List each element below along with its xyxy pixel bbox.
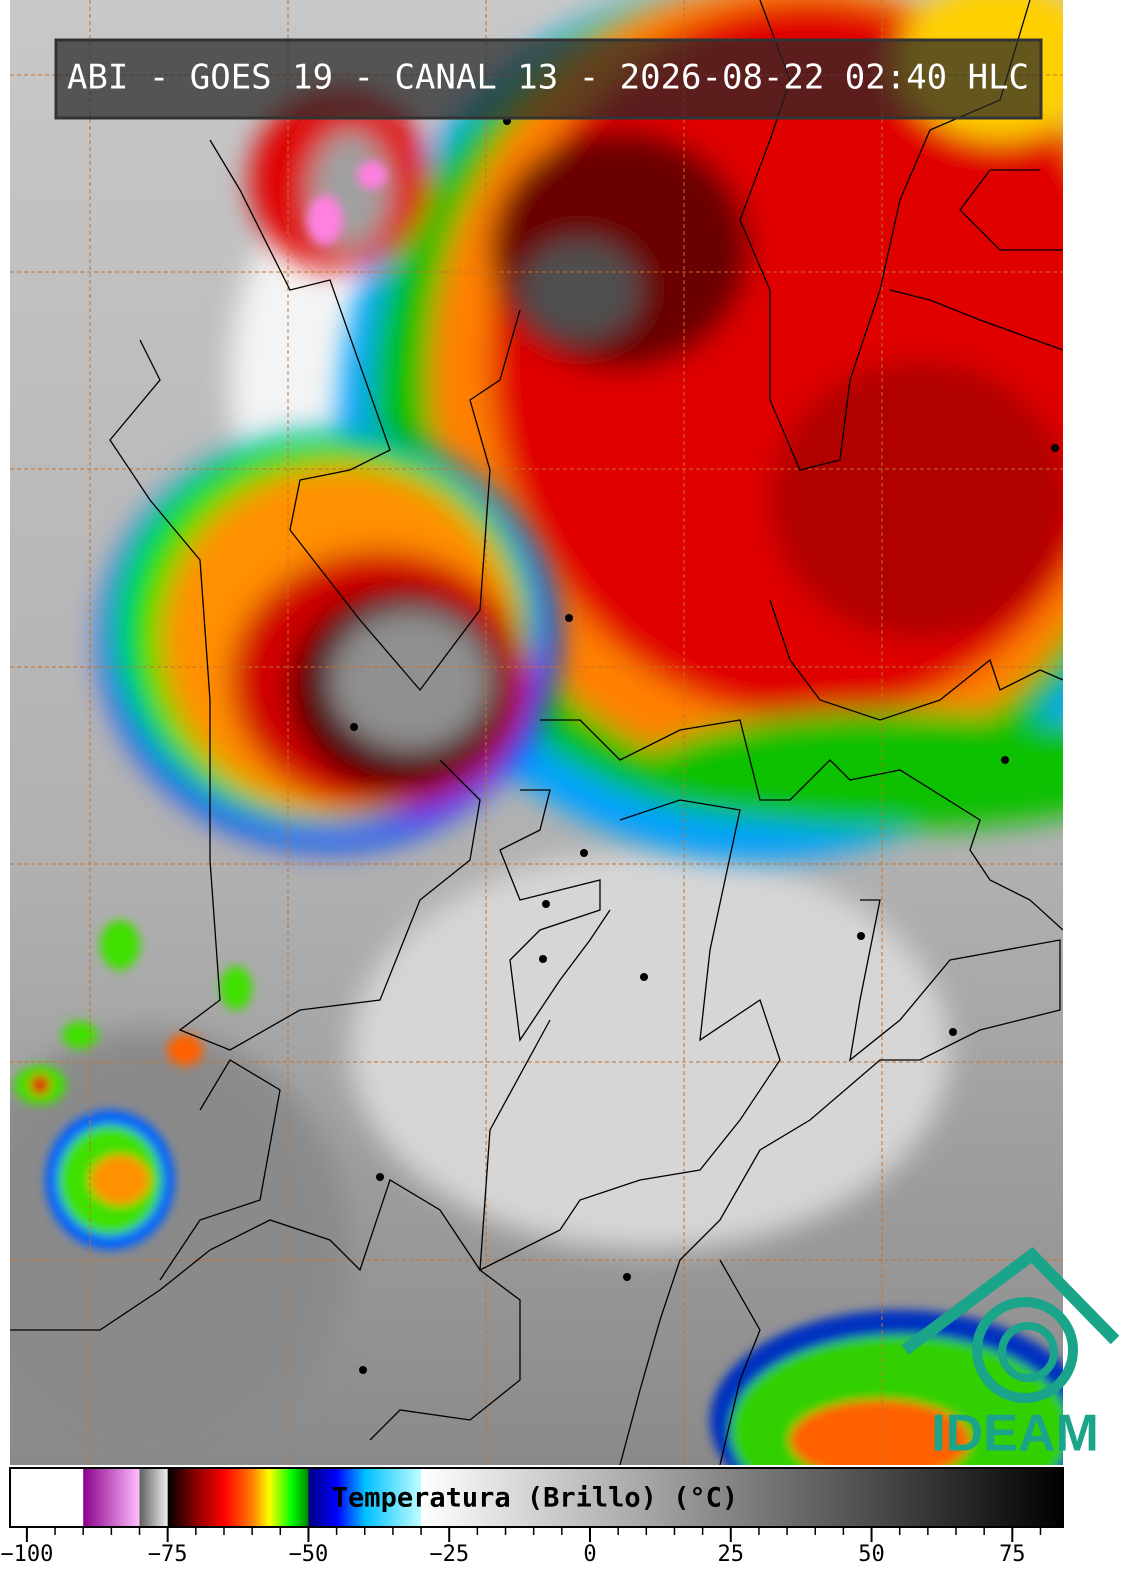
colorbar-label: Temperatura (Brillo) (°C) (332, 1483, 738, 1514)
colorbar-segment (269, 1468, 293, 1527)
satellite-image (10, 0, 1063, 1465)
tick-label: −25 (429, 1542, 469, 1567)
colorbar-segment (291, 1468, 309, 1527)
colorbar-segment (83, 1468, 141, 1527)
tick-label: 25 (718, 1542, 745, 1567)
tick-label: 75 (999, 1542, 1026, 1567)
colorbar-segment (336, 1468, 366, 1527)
colorbar-segment (421, 1468, 1064, 1527)
tick-label: −75 (148, 1542, 188, 1567)
colorbar-ticks: −100 −75 −50 −25 0 25 50 75 (0, 1527, 1042, 1567)
colorbar-segment (195, 1468, 225, 1527)
colorbar (10, 1468, 1064, 1527)
colorbar-segment (167, 1468, 197, 1527)
tick-label: 0 (583, 1542, 596, 1567)
colorbar-segment (252, 1468, 270, 1527)
logo (901, 1247, 1120, 1403)
tick-label: 50 (858, 1542, 885, 1567)
logo-text: IDEAM (931, 1405, 1099, 1463)
title: ABI - GOES 19 - CANAL 13 - 2026-08-22 02… (67, 58, 1029, 98)
tick-label: −100 (0, 1542, 53, 1567)
colorbar-segment (308, 1468, 338, 1527)
colorbar-segment (10, 1468, 84, 1527)
colorbar-segment (139, 1468, 169, 1527)
tick-label: −50 (289, 1542, 329, 1567)
colorbar-segment (364, 1468, 422, 1527)
title-box (54, 38, 1043, 120)
colorbar-frame (9, 1467, 1064, 1528)
colorbar-segment (223, 1468, 253, 1527)
